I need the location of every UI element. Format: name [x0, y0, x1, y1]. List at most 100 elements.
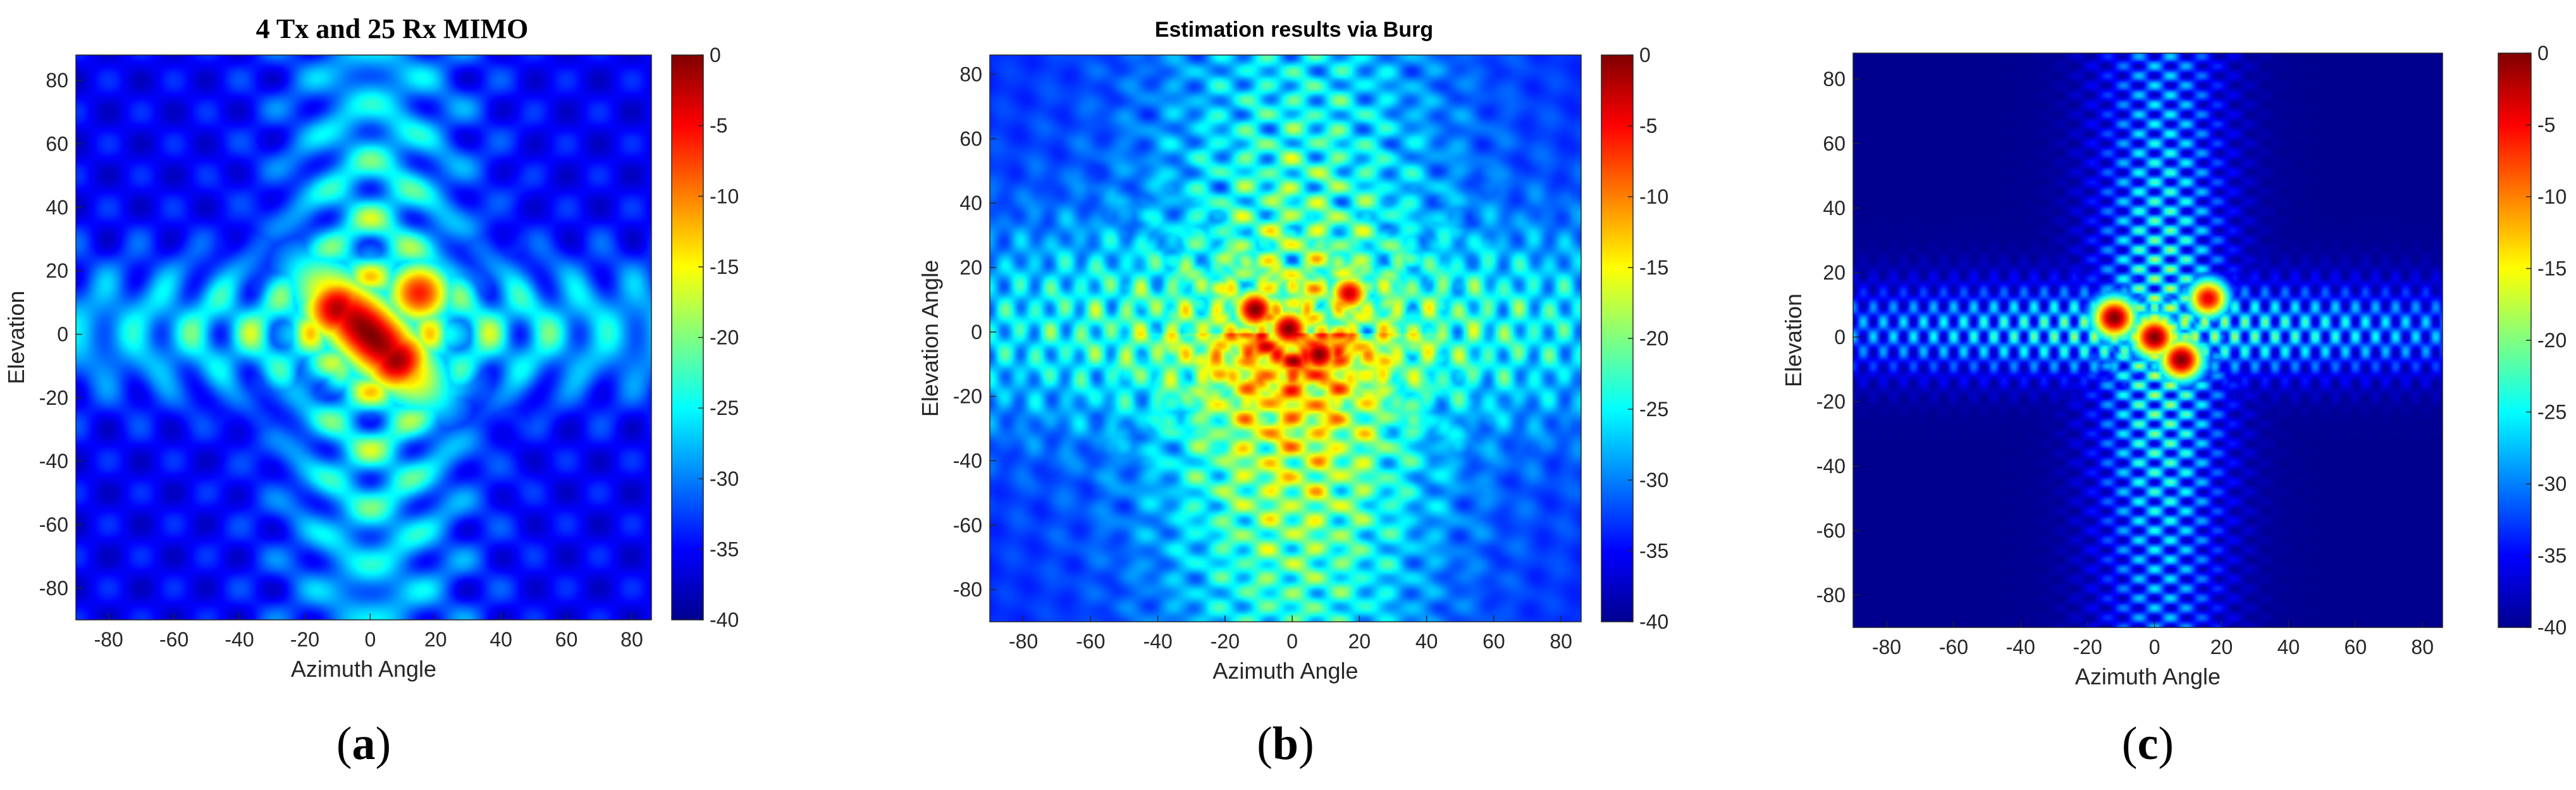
y-tick-label: -40 — [1816, 455, 1846, 478]
y-tick-label: 60 — [959, 127, 982, 150]
colorbar-tick-label: -20 — [1639, 327, 1668, 350]
x-tick-label: 20 — [424, 628, 447, 651]
y-axis-label: Elevation Angle — [917, 260, 943, 417]
colorbar — [2498, 52, 2532, 628]
y-axis-label: Elevation — [1780, 293, 1806, 387]
colorbar-tick-label: -15 — [2537, 257, 2567, 280]
colorbar-tick-label: -30 — [2537, 472, 2567, 495]
y-tick-label: -20 — [953, 385, 982, 408]
y-tick-label: -80 — [953, 578, 982, 601]
x-tick-label: -80 — [1009, 630, 1038, 653]
plot-frame — [75, 54, 652, 620]
x-axis-label: Azimuth Angle — [2075, 663, 2221, 689]
y-tick-label: 0 — [1834, 326, 1846, 349]
colorbar-tick-label: -10 — [710, 185, 739, 207]
y-tick-label: 40 — [46, 196, 68, 219]
y-tick-label: 60 — [46, 132, 68, 155]
colorbar-tick-label: 0 — [1639, 44, 1651, 66]
y-tick-label: -20 — [39, 386, 68, 409]
panel-letter: (a) — [336, 718, 391, 770]
colorbar-tick-label: -5 — [1639, 114, 1657, 137]
x-tick-label: 60 — [2345, 636, 2367, 658]
colorbar-tick-label: -30 — [710, 467, 739, 490]
colorbar-tick-label: -25 — [710, 397, 739, 419]
y-axis-label: Elevation — [3, 290, 29, 384]
x-tick-label: -20 — [290, 628, 319, 651]
y-tick-label: -80 — [1816, 584, 1846, 607]
x-tick-label: 60 — [555, 628, 578, 651]
panel-a: 4 Tx and 25 Rx MIMO -80 -60 -40 -20 0 20 40 60 8… — [3, 13, 739, 770]
x-tick-label: 80 — [1550, 630, 1572, 653]
colorbar-tick-label: -40 — [1639, 610, 1668, 633]
plot-frame — [1852, 52, 2443, 628]
x-tick-label: 40 — [490, 628, 512, 651]
y-tick-label: -60 — [1816, 519, 1846, 542]
y-tick-label: -80 — [39, 577, 68, 600]
y-tick-label: -60 — [953, 514, 982, 536]
colorbar-tick-label: -15 — [1639, 256, 1668, 279]
x-tick-label: 20 — [1348, 630, 1371, 653]
x-tick-label: 60 — [1482, 630, 1505, 653]
colorbar-tick-label: -25 — [1639, 398, 1668, 421]
x-tick-label: -60 — [1076, 630, 1105, 653]
colorbar-tick-label: 0 — [2537, 42, 2549, 65]
x-tick-label: -80 — [1872, 636, 1901, 658]
panel-b-title: Estimation results via Burg — [1155, 18, 1433, 42]
x-tick-label: -20 — [1211, 630, 1240, 653]
colorbar-tick-label: -5 — [710, 114, 727, 137]
colorbar-tick-label: -25 — [2537, 401, 2567, 424]
y-tick-label: -40 — [39, 450, 68, 472]
panel-b: Estimation results via Burg -80 -60 -40 -20… — [917, 18, 1668, 770]
x-tick-label: -60 — [159, 628, 188, 651]
y-tick-label: 80 — [1823, 68, 1846, 90]
x-tick-label: -80 — [94, 628, 123, 651]
colorbar-tick-label: -15 — [710, 256, 739, 278]
y-tick-label: 20 — [1823, 261, 1846, 284]
panel-letter: (c) — [2122, 718, 2174, 770]
colorbar-tick-label: -40 — [2537, 616, 2567, 639]
y-tick-label: 0 — [971, 321, 982, 343]
x-tick-label: -40 — [2006, 636, 2035, 658]
colorbar-tick-label: -35 — [710, 538, 739, 560]
x-tick-label: 80 — [620, 628, 643, 651]
x-tick-label: -20 — [2073, 636, 2102, 658]
colorbar — [1601, 54, 1634, 622]
x-tick-label: -40 — [225, 628, 254, 651]
x-tick-label: 0 — [364, 628, 376, 651]
y-tick-label: 80 — [46, 69, 68, 92]
colorbar-tick-label: -10 — [1639, 185, 1668, 208]
x-tick-label: 40 — [1415, 630, 1438, 653]
y-tick-label: 40 — [959, 192, 982, 214]
y-tick-label: -40 — [953, 449, 982, 472]
colorbar-tick-label: -5 — [2537, 114, 2555, 137]
plot-frame — [989, 54, 1582, 622]
x-tick-label: 0 — [2149, 636, 2160, 658]
y-tick-label: 80 — [959, 63, 982, 86]
heatmap-image — [990, 55, 1581, 622]
heatmap-image — [1853, 53, 2443, 627]
panel-c: -80 -60 -40 -20 0 20 40 60 80 -80 -60 -40 -20 0 20 40 60… — [1780, 42, 2567, 770]
x-tick-label: 40 — [2277, 636, 2300, 658]
y-tick-label: 20 — [959, 256, 982, 279]
x-tick-label: 80 — [2411, 636, 2434, 658]
x-tick-label: -40 — [1143, 630, 1173, 653]
y-tick-label: 20 — [46, 259, 68, 282]
y-tick-label: 60 — [1823, 132, 1846, 155]
colorbar-tick-label: -10 — [2537, 185, 2567, 208]
colorbar-tick-label: 0 — [710, 44, 721, 66]
y-tick-label: -60 — [39, 513, 68, 536]
heatmap-image — [76, 55, 651, 620]
x-axis-label: Azimuth Angle — [291, 656, 436, 682]
colorbar-tick-label: -20 — [710, 326, 739, 349]
panel-letter: (b) — [1257, 718, 1314, 770]
colorbar-tick-label: -20 — [2537, 329, 2567, 352]
panel-a-title: 4 Tx and 25 Rx MIMO — [256, 13, 529, 44]
colorbar-tick-label: -35 — [2537, 545, 2567, 567]
x-tick-label: 20 — [2210, 636, 2233, 658]
y-tick-label: 0 — [57, 323, 68, 345]
y-tick-label: -20 — [1816, 390, 1846, 413]
x-axis-label: Azimuth Angle — [1212, 658, 1358, 684]
colorbar-tick-label: -35 — [1639, 540, 1668, 562]
colorbar-tick-label: -30 — [1639, 469, 1668, 491]
